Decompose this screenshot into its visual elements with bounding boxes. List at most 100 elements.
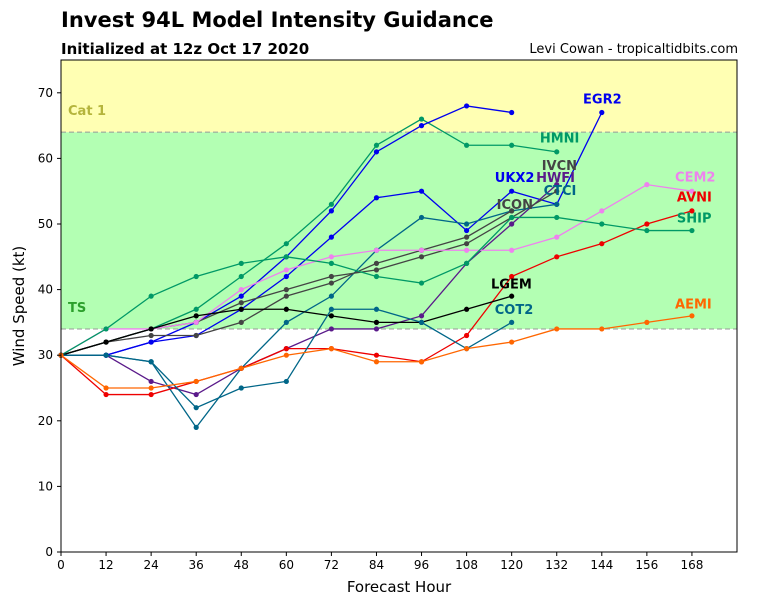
series-label-icon: ICON <box>497 198 533 213</box>
point-hmni <box>464 142 470 148</box>
point-icon <box>283 293 289 299</box>
point-hwfi <box>373 326 380 332</box>
point-ctci <box>554 201 560 207</box>
point-lgem <box>328 313 334 319</box>
point-ctci <box>193 424 199 430</box>
point-cem2 <box>509 247 515 253</box>
point-lgem <box>373 319 380 325</box>
point-avni <box>373 352 380 358</box>
point-aemi <box>509 339 515 345</box>
y-tick-label: 20 <box>38 414 53 428</box>
x-tick-label: 36 <box>189 558 204 572</box>
point-ukx2 <box>238 293 244 299</box>
y-tick-label: 30 <box>38 348 53 362</box>
y-tick-label: 10 <box>38 479 53 493</box>
point-egr2 <box>328 234 334 240</box>
point-lgem <box>283 306 289 312</box>
point-cem2 <box>464 247 470 253</box>
point-ship <box>599 221 605 227</box>
x-tick-label: 48 <box>234 558 249 572</box>
point-ship <box>328 260 334 266</box>
point-hmni <box>283 241 289 247</box>
point-cem2 <box>328 254 334 260</box>
point-hmni <box>373 142 380 148</box>
point-egr2 <box>418 188 425 194</box>
point-ship <box>554 214 560 221</box>
point-aemi <box>373 359 380 365</box>
point-ukx2 <box>328 208 334 214</box>
series-label-hwfi: HWFI <box>536 171 575 186</box>
point-cot2 <box>328 306 334 312</box>
point-ctci <box>328 293 334 299</box>
point-cot2 <box>283 378 289 385</box>
point-hwfi <box>328 326 334 332</box>
point-avni <box>148 391 154 398</box>
series-line-hwfi <box>61 184 558 396</box>
x-tick-label: 96 <box>414 558 429 572</box>
point-ship <box>509 214 515 221</box>
point-ukx2 <box>373 149 380 155</box>
point-egr2 <box>509 188 515 194</box>
point-ship <box>283 254 289 260</box>
series-label-ukx2: UKX2 <box>495 171 535 186</box>
point-cem2 <box>373 247 380 253</box>
point-ship <box>689 227 695 234</box>
point-egr2 <box>283 273 289 280</box>
point-icon <box>509 208 515 214</box>
point-ship <box>644 227 650 234</box>
series-label-aemi: AEMI <box>675 298 712 313</box>
point-ship <box>148 293 154 299</box>
series-label-egr2: EGR2 <box>583 92 622 107</box>
x-tick-label: 72 <box>324 558 339 572</box>
point-lgem <box>193 313 199 319</box>
x-tick-label: 0 <box>57 558 65 572</box>
point-aemi <box>418 359 425 365</box>
x-tick-label: 24 <box>143 558 158 572</box>
y-axis-label: Wind Speed (kt) <box>10 246 28 367</box>
point-cot2 <box>373 306 380 312</box>
point-ukx2 <box>509 109 515 116</box>
point-avni <box>283 346 289 352</box>
point-cem2 <box>418 247 425 253</box>
point-avni <box>554 254 560 260</box>
y-tick-label: 40 <box>38 283 53 297</box>
point-avni <box>599 241 605 247</box>
point-ivcn <box>373 267 380 273</box>
point-cem2 <box>554 234 560 240</box>
point-aemi <box>283 352 289 358</box>
point-aemi <box>193 378 199 385</box>
point-cem2 <box>283 267 289 273</box>
y-tick-label: 70 <box>38 86 53 100</box>
series-label-cem2: CEM2 <box>675 170 715 185</box>
point-aemi <box>103 385 109 391</box>
point-ivcn <box>554 188 560 194</box>
point-icon <box>328 280 334 286</box>
point-icon <box>238 319 244 325</box>
y-tick-label: 50 <box>38 217 53 231</box>
point-hmni <box>193 306 199 312</box>
x-tick-label: 168 <box>680 558 703 572</box>
point-hmni <box>418 116 425 122</box>
point-ukx2 <box>464 103 470 109</box>
point-hwfi <box>148 378 154 385</box>
point-cot2 <box>103 352 109 358</box>
x-tick-label: 12 <box>98 558 113 572</box>
x-tick-label: 60 <box>279 558 294 572</box>
point-egr2 <box>599 109 605 116</box>
x-axis-label: Forecast Hour <box>347 578 452 596</box>
point-cem2 <box>193 319 199 325</box>
band-label-cat-1: Cat 1 <box>68 104 106 119</box>
x-tick-label: 84 <box>369 558 384 572</box>
point-aemi <box>554 326 560 332</box>
point-ivcn <box>328 273 334 280</box>
point-ivcn <box>464 241 470 247</box>
point-icon <box>373 260 380 266</box>
chart-credit: Levi Cowan - tropicaltidbits.com <box>529 42 738 57</box>
axes-layer: 0 12 24 36 48 60 72 84 96 108 120 132 144 156 168 0 10 20… <box>38 86 704 572</box>
point-hwfi <box>509 221 515 227</box>
point-ship <box>418 280 425 286</box>
point-icon <box>464 234 470 240</box>
point-avni <box>509 273 515 280</box>
